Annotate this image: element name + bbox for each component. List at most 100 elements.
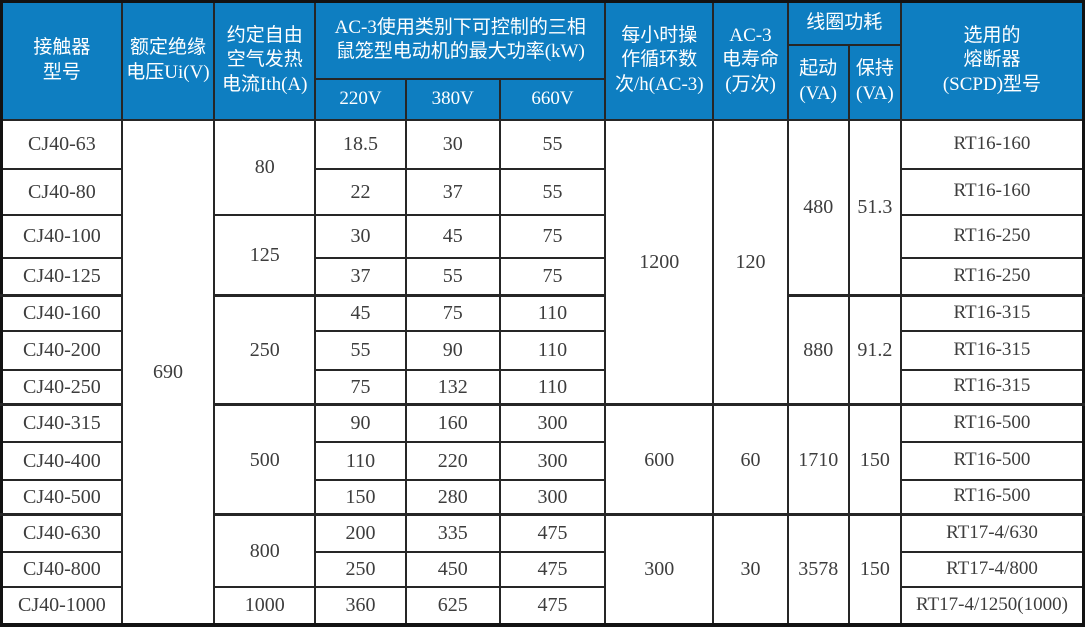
cell-model: CJ40-125 bbox=[0, 256, 123, 297]
cell-electrical-life: 120 bbox=[712, 118, 789, 406]
header-fuse-type: 选用的 熔断器 (SCPD)型号 bbox=[899, 0, 1085, 121]
cell-power-220: 55 bbox=[314, 329, 407, 371]
header-380v: 380V bbox=[404, 77, 501, 121]
cell-power-380: 335 bbox=[404, 513, 501, 553]
cell-fuse: RT16-315 bbox=[899, 368, 1085, 406]
cell-power-380: 280 bbox=[404, 478, 501, 516]
cell-model: CJ40-100 bbox=[0, 213, 123, 259]
cell-power-380: 450 bbox=[404, 550, 501, 588]
cell-ops-per-hour: 600 bbox=[604, 403, 715, 516]
table-row: CJ40-160 250 45 75 110 880 91.2 RT16-315 bbox=[0, 294, 1085, 406]
cell-power-380: 220 bbox=[404, 440, 501, 481]
cell-power-220: 150 bbox=[314, 478, 407, 516]
cell-fuse: RT16-250 bbox=[899, 256, 1085, 297]
cell-ith: 500 bbox=[213, 403, 317, 516]
cell-coil-hold: 150 bbox=[847, 403, 902, 516]
cell-ith: 1000 bbox=[213, 585, 317, 626]
cell-model: CJ40-500 bbox=[0, 478, 123, 516]
cell-power-660: 300 bbox=[498, 440, 607, 481]
cell-model: CJ40-63 bbox=[0, 118, 123, 170]
cell-coil-hold: 51.3 bbox=[847, 118, 902, 297]
cell-power-660: 110 bbox=[498, 329, 607, 371]
cell-power-220: 18.5 bbox=[314, 118, 407, 170]
cell-power-380: 37 bbox=[404, 167, 501, 216]
cell-fuse: RT16-160 bbox=[899, 118, 1085, 170]
cell-power-660: 475 bbox=[498, 585, 607, 626]
cell-coil-start: 880 bbox=[786, 294, 850, 406]
cell-coil-start: 480 bbox=[786, 118, 850, 297]
cell-power-380: 160 bbox=[404, 403, 501, 443]
table-row: CJ40-800 250 450 475 RT17-4/800 bbox=[0, 550, 1085, 588]
cell-power-660: 55 bbox=[498, 118, 607, 170]
cell-power-220: 90 bbox=[314, 403, 407, 443]
cell-power-660: 475 bbox=[498, 513, 607, 553]
cell-fuse: RT17-4/800 bbox=[899, 550, 1085, 588]
table-row: CJ40-200 55 90 110 RT16-315 bbox=[0, 329, 1085, 371]
table-header: 接触器 型号 额定绝缘 电压Ui(V) 约定自由 空气发热 电流Ith(A) A… bbox=[0, 0, 1085, 121]
header-electrical-life: AC-3 电寿命 (万次) bbox=[712, 0, 789, 121]
cell-ith: 125 bbox=[213, 213, 317, 297]
cell-fuse: RT16-160 bbox=[899, 167, 1085, 216]
cell-power-660: 75 bbox=[498, 256, 607, 297]
header-coil-consumption: 线圈功耗 bbox=[786, 0, 902, 46]
cell-ops-per-hour: 1200 bbox=[604, 118, 715, 406]
cell-power-220: 30 bbox=[314, 213, 407, 259]
cell-power-660: 110 bbox=[498, 368, 607, 406]
cell-power-660: 300 bbox=[498, 478, 607, 516]
cell-fuse: RT17-4/630 bbox=[899, 513, 1085, 553]
cell-power-660: 55 bbox=[498, 167, 607, 216]
cell-model: CJ40-800 bbox=[0, 550, 123, 588]
table-body: CJ40-63 690 80 18.5 30 55 1200 120 480 5… bbox=[0, 118, 1085, 626]
header-max-power-kw: AC-3使用类别下可控制的三相 鼠笼型电动机的最大功率(kW) bbox=[314, 0, 607, 80]
cell-electrical-life: 60 bbox=[712, 403, 789, 516]
cell-ith: 800 bbox=[213, 513, 317, 588]
cell-model: CJ40-315 bbox=[0, 403, 123, 443]
cell-power-380: 625 bbox=[404, 585, 501, 626]
cell-coil-hold: 150 bbox=[847, 513, 902, 626]
table-row: CJ40-100 125 30 45 75 RT16-250 bbox=[0, 213, 1085, 297]
cell-power-220: 110 bbox=[314, 440, 407, 481]
header-model: 接触器 型号 bbox=[0, 0, 123, 121]
cell-power-380: 75 bbox=[404, 294, 501, 332]
header-ops-per-hour: 每小时操 作循环数 次/h(AC-3) bbox=[604, 0, 715, 121]
cell-power-220: 250 bbox=[314, 550, 407, 588]
table-row: CJ40-1000 1000 360 625 475 RT17-4/1250(1… bbox=[0, 585, 1085, 626]
cell-power-380: 30 bbox=[404, 118, 501, 170]
cell-ith: 250 bbox=[213, 294, 317, 406]
header-660v: 660V bbox=[498, 77, 607, 121]
cell-power-220: 200 bbox=[314, 513, 407, 553]
cell-fuse: RT16-500 bbox=[899, 403, 1085, 443]
cell-fuse: RT17-4/1250(1000) bbox=[899, 585, 1085, 626]
table-row: CJ40-315 500 90 160 300 600 60 1710 150 … bbox=[0, 403, 1085, 516]
table-row: CJ40-80 22 37 55 RT16-160 bbox=[0, 167, 1085, 216]
cell-electrical-life: 30 bbox=[712, 513, 789, 626]
cell-power-660: 300 bbox=[498, 403, 607, 443]
cell-fuse: RT16-315 bbox=[899, 329, 1085, 371]
table-row: CJ40-500 150 280 300 RT16-500 bbox=[0, 478, 1085, 516]
header-220v: 220V bbox=[314, 77, 407, 121]
cell-ops-per-hour: 300 bbox=[604, 513, 715, 626]
header-coil-start: 起动 (VA) bbox=[786, 43, 850, 121]
table-row: CJ40-63 690 80 18.5 30 55 1200 120 480 5… bbox=[0, 118, 1085, 626]
cell-coil-start: 3578 bbox=[786, 513, 850, 626]
table-row: CJ40-630 800 200 335 475 300 30 3578 150… bbox=[0, 513, 1085, 626]
cell-model: CJ40-1000 bbox=[0, 585, 123, 626]
cell-power-660: 475 bbox=[498, 550, 607, 588]
cell-model: CJ40-160 bbox=[0, 294, 123, 332]
cell-fuse: RT16-500 bbox=[899, 478, 1085, 516]
cell-power-220: 22 bbox=[314, 167, 407, 216]
cell-model: CJ40-630 bbox=[0, 513, 123, 553]
header-rated-insulation-voltage: 额定绝缘 电压Ui(V) bbox=[120, 0, 216, 121]
cell-ui: 690 bbox=[120, 118, 216, 626]
cell-power-380: 55 bbox=[404, 256, 501, 297]
cell-ith: 80 bbox=[213, 118, 317, 216]
cell-power-660: 75 bbox=[498, 213, 607, 259]
table-row: CJ40-400 110 220 300 RT16-500 bbox=[0, 440, 1085, 481]
cell-power-220: 75 bbox=[314, 368, 407, 406]
cell-power-660: 110 bbox=[498, 294, 607, 332]
cell-power-380: 132 bbox=[404, 368, 501, 406]
cell-power-220: 45 bbox=[314, 294, 407, 332]
cell-fuse: RT16-315 bbox=[899, 294, 1085, 332]
cell-coil-start: 1710 bbox=[786, 403, 850, 516]
